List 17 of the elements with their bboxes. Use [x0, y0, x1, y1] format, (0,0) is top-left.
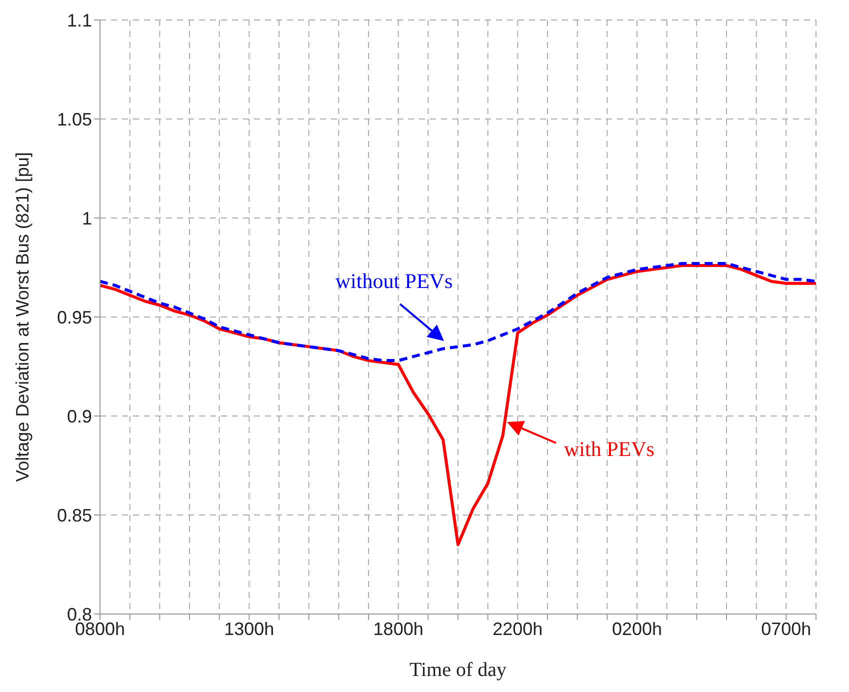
line-series — [100, 262, 816, 362]
y-tick-label: 1.05 — [56, 109, 92, 130]
annotation: without PEVs — [335, 269, 453, 293]
line-series — [100, 264, 816, 546]
y-axis-title: Voltage Deviation at Worst Bus (821) [pu] — [12, 152, 32, 482]
x-tick-label: 2200h — [492, 618, 543, 639]
y-tick-label: 0.9 — [66, 406, 92, 426]
x-tick-label: 0200h — [612, 618, 662, 639]
y-tick-label: 1 — [82, 208, 92, 228]
x-tick-label: 0700h — [761, 618, 812, 639]
x-tick-label: 1300h — [224, 618, 274, 639]
annotation: with PEVs — [564, 437, 654, 461]
x-axis-title: Time of day — [409, 659, 507, 681]
y-tick-label: 1.1 — [66, 10, 92, 30]
x-tick-label: 1800h — [373, 618, 424, 639]
y-tick-label: 0.95 — [56, 307, 92, 328]
y-tick-label: 0.85 — [56, 505, 92, 526]
